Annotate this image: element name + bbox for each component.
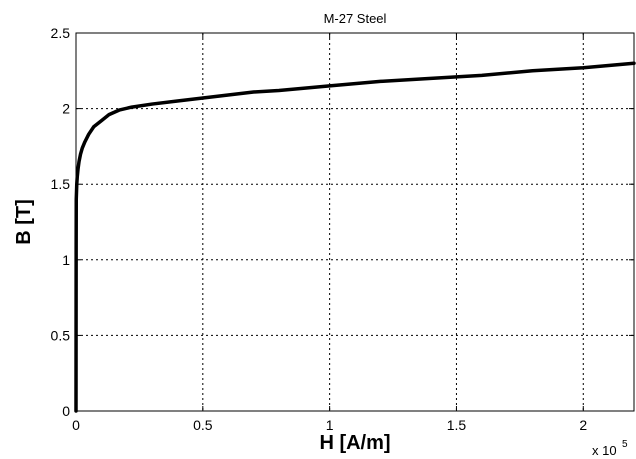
chart-title: M-27 Steel: [324, 11, 387, 26]
series-layer: [74, 61, 636, 413]
y-tick-label: 2: [62, 101, 70, 117]
x-axis-label: H [A/m]: [319, 432, 390, 454]
x-tick-label: 0: [72, 417, 80, 433]
x-tick-label: 0.5: [193, 417, 213, 433]
x-tick-label: 1.5: [447, 417, 467, 433]
x-axis-multiplier: x 10: [592, 443, 617, 458]
y-axis-label: B [T]: [13, 199, 35, 245]
plot-area-frame: [75, 32, 635, 412]
y-tick-label: 0.5: [51, 327, 71, 343]
x-tick-label: 2: [579, 417, 587, 433]
tick-labels: 0 0.5 1 1.5 2 0 0.5 1 1.5 2 2.5: [51, 25, 588, 433]
y-tick-label: 1: [62, 252, 70, 268]
y-tick-label: 1.5: [51, 176, 71, 192]
y-tick-label: 2.5: [51, 25, 71, 41]
bh-curve-line: [74, 61, 636, 413]
grid: [76, 33, 634, 411]
x-tick-label: 1: [326, 417, 334, 433]
x-axis-multiplier-exponent: 5: [622, 439, 628, 450]
y-tick-label: 0: [62, 403, 70, 419]
